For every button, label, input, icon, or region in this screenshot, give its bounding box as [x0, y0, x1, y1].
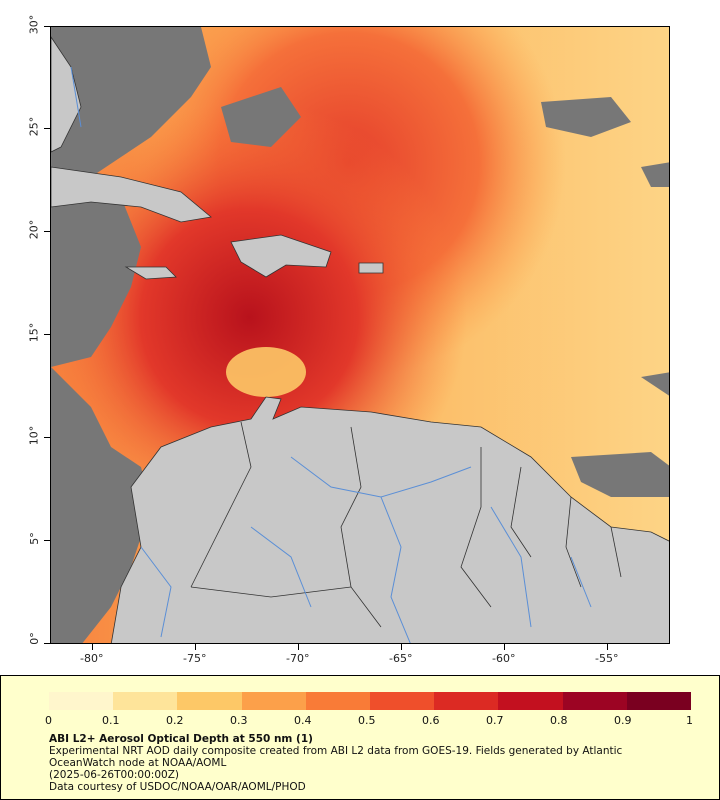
- lon-label: -60°: [492, 652, 516, 665]
- lat-tick-mark: [44, 26, 50, 27]
- hispaniola: [230, 234, 332, 278]
- lon-tick-mark: [607, 644, 608, 650]
- legend-description: Experimental NRT AOD daily composite cre…: [49, 745, 623, 769]
- colorbar-tick: 0.4: [294, 714, 312, 727]
- lat-label: 5°: [27, 532, 41, 545]
- colorbar-tick: 0.6: [422, 714, 440, 727]
- colorbar-tick: 0.8: [550, 714, 568, 727]
- country-borders: [190, 421, 622, 628]
- lon-tick-mark: [401, 644, 402, 650]
- florida: [51, 36, 82, 153]
- aod-low-area: [226, 347, 306, 397]
- jamaica: [124, 266, 177, 280]
- colorbar-swatch: [305, 692, 371, 710]
- lat-label: 15°: [27, 322, 41, 343]
- lat-label: 0°: [27, 632, 41, 645]
- lat-tick-mark: [44, 643, 50, 644]
- legend-panel: 0 0.1 0.2 0.3 0.4 0.5 0.6 0.7 0.8 0.9 1 …: [0, 675, 720, 800]
- colorbar-swatch: [177, 692, 242, 710]
- lon-label: -75°: [183, 652, 207, 665]
- lat-label: 20°: [27, 219, 41, 240]
- lon-tick-mark: [504, 644, 505, 650]
- colorbar-tick: 0.3: [230, 714, 248, 727]
- legend-title: ABI L2+ Aerosol Optical Depth at 550 nm …: [49, 733, 313, 745]
- colorbar-swatch: [434, 692, 499, 710]
- colorbar-tick: 1: [686, 714, 693, 727]
- lat-tick-mark: [44, 128, 50, 129]
- no-data-areas: [51, 27, 669, 643]
- colorbar-tick: 0.1: [102, 714, 120, 727]
- lat-tick-mark: [44, 231, 50, 232]
- lon-label: -80°: [80, 652, 104, 665]
- lat-label: 30°: [27, 14, 41, 35]
- colorbar-swatch: [49, 692, 114, 710]
- colorbar-swatch: [113, 692, 178, 710]
- lat-label: 25°: [27, 116, 41, 137]
- lon-label: -65°: [389, 652, 413, 665]
- map-panel[interactable]: [50, 26, 670, 644]
- colorbar-tick: 0.7: [486, 714, 504, 727]
- lon-tick-mark: [298, 644, 299, 650]
- aod-map: [51, 27, 669, 643]
- colorbar-swatch: [370, 692, 435, 710]
- lat-tick-mark: [44, 437, 50, 438]
- lat-tick-mark: [44, 334, 50, 335]
- lon-label: -70°: [286, 652, 310, 665]
- lon-label: -55°: [595, 652, 619, 665]
- rivers: [70, 66, 592, 643]
- colorbar-swatch: [562, 692, 627, 710]
- lon-tick-mark: [195, 644, 196, 650]
- puerto-rico: [358, 262, 384, 274]
- legend-date: (2025-06-26T00:00:00Z): [49, 769, 179, 781]
- colorbar-swatch: [626, 692, 692, 710]
- lon-tick-mark: [92, 644, 93, 650]
- colorbar: [49, 692, 692, 710]
- lat-tick-mark: [44, 540, 50, 541]
- colorbar-tick: 0.5: [358, 714, 376, 727]
- colorbar-tick: 0: [45, 714, 52, 727]
- lat-label: 10°: [27, 425, 41, 446]
- colorbar-tick: 0.9: [614, 714, 632, 727]
- legend-credit: Data courtesy of USDOC/NOAA/OAR/AOML/PHO…: [49, 781, 306, 793]
- colorbar-tick: 0.2: [166, 714, 184, 727]
- legend-text: ABI L2+ Aerosol Optical Depth at 550 nm …: [49, 733, 689, 793]
- colorbar-swatch: [241, 692, 306, 710]
- colorbar-swatch: [498, 692, 563, 710]
- cuba: [51, 166, 212, 223]
